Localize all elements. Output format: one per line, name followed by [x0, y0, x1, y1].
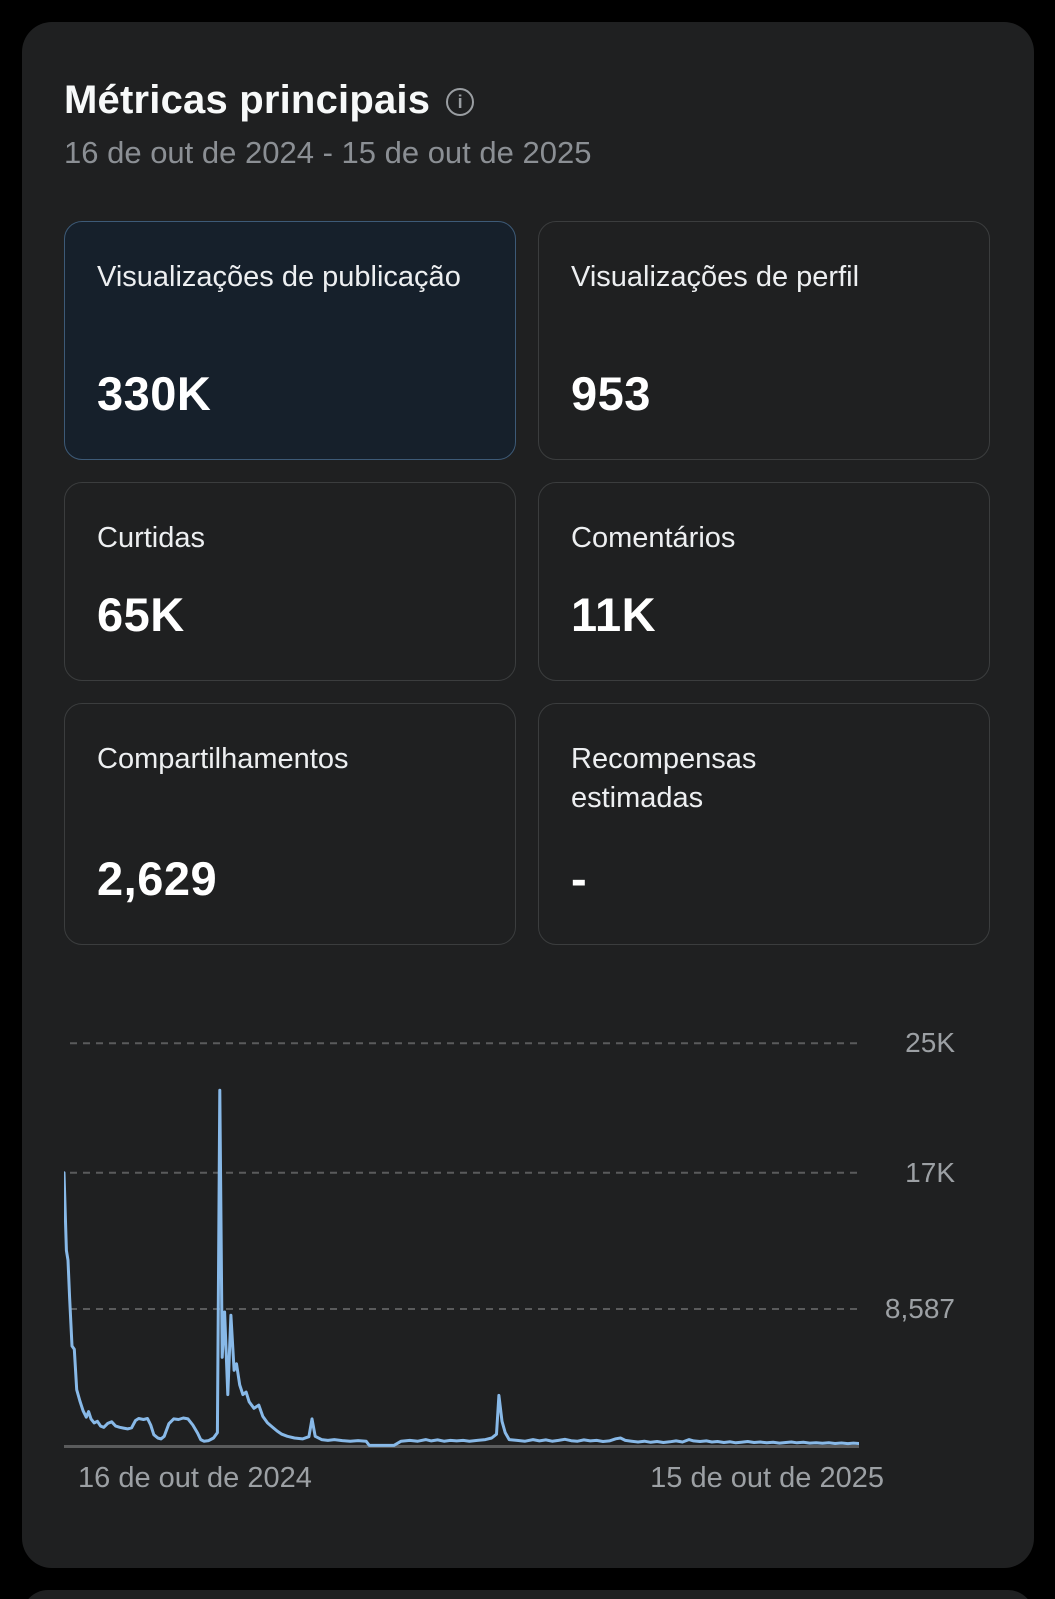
- y-axis-tick-label: 17K: [905, 1156, 955, 1188]
- chart-plot[interactable]: 25K 17K 8,587: [64, 993, 990, 1448]
- x-axis-label-end: 15 de out de 2025: [650, 1462, 884, 1494]
- y-axis-tick-label: 25K: [905, 1027, 955, 1059]
- y-axis-labels: 25K 17K 8,587: [825, 993, 955, 1448]
- x-axis-labels: 16 de out de 2024 15 de out de 2025: [64, 1462, 884, 1495]
- metrics-panel: Métricas principais i 16 de out de 2024 …: [22, 22, 1034, 1568]
- card-estimated-rewards[interactable]: Recompensas estimadas -: [538, 703, 990, 945]
- panel-header: Métricas principais i 16 de out de 2024 …: [64, 78, 990, 171]
- card-comments[interactable]: Comentários 11K: [538, 482, 990, 681]
- y-axis-tick-label: 8,587: [884, 1292, 955, 1324]
- card-value: 330K: [97, 367, 212, 420]
- card-label: Recompensas estimadas: [571, 743, 757, 814]
- metrics-chart: 25K 17K 8,587 16 de out de 2024 15 de out …: [64, 993, 990, 1495]
- page-title: Métricas principais: [64, 78, 431, 122]
- card-value: 2,629: [97, 852, 218, 905]
- chart-svg: [64, 1042, 859, 1448]
- card-label: Compartilhamentos: [97, 743, 349, 775]
- metric-cards: Visualizações de publicação 330K Visuali…: [64, 221, 990, 945]
- next-section-panel: [22, 1590, 1034, 1599]
- x-axis-label-start: 16 de out de 2024: [78, 1462, 312, 1494]
- card-value: -: [571, 852, 588, 905]
- card-value: 11K: [571, 588, 657, 641]
- card-label: Curtidas: [97, 522, 205, 554]
- card-shares[interactable]: Compartilhamentos 2,629: [64, 703, 516, 945]
- card-profile-views[interactable]: Visualizações de perfil 953: [538, 221, 990, 460]
- card-label: Comentários: [571, 522, 736, 554]
- date-range: 16 de out de 2024 - 15 de out de 2025: [64, 135, 592, 170]
- card-label: Visualizações de publicação: [97, 261, 461, 293]
- card-likes[interactable]: Curtidas 65K: [64, 482, 516, 681]
- card-post-views[interactable]: Visualizações de publicação 330K: [64, 221, 516, 460]
- card-value: 65K: [97, 588, 185, 641]
- card-label: Visualizações de perfil: [571, 261, 860, 293]
- card-value: 953: [571, 367, 651, 420]
- info-icon[interactable]: i: [446, 87, 475, 116]
